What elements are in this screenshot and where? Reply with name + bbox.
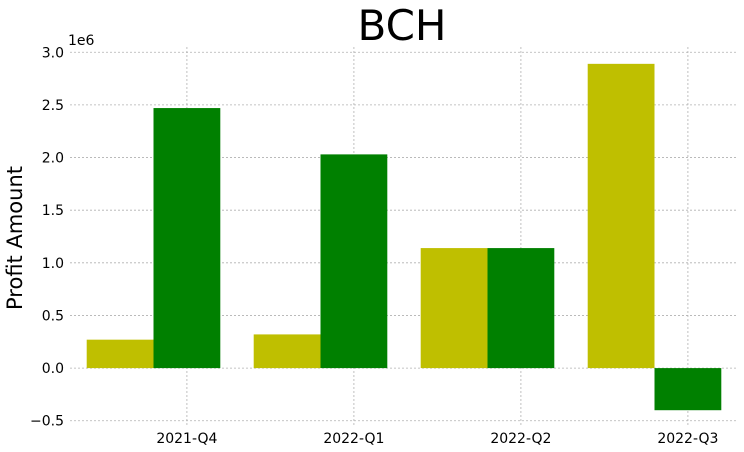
y-tick-label: 0.0	[42, 361, 64, 377]
y-axis-offset-label: 1e6	[68, 33, 95, 49]
y-tick-label: 0.5	[42, 308, 64, 324]
bar-2022-Q3-series-2	[654, 368, 722, 411]
y-tick-label: 2.5	[42, 98, 64, 114]
x-tick-label: 2021-Q4	[156, 431, 217, 447]
y-tick-label: 2.0	[42, 151, 64, 167]
bar-2022-Q1-series-2	[320, 154, 388, 369]
y-tick-label: 1.0	[42, 256, 64, 272]
bar-2022-Q2-series-2	[487, 248, 555, 369]
bar-2022-Q3-series-1	[587, 63, 655, 369]
chart-title: BCH	[358, 1, 447, 50]
bar-2022-Q2-series-1	[420, 248, 488, 369]
y-axis-label: Profit Amount	[3, 166, 27, 310]
y-tick-labels: −0.5 0.0 0.5 1.0 1.5 2.0 2.5 3.0	[30, 45, 64, 429]
bar-2021-Q4-series-2	[153, 108, 221, 369]
x-tick-label: 2022-Q3	[657, 431, 718, 447]
y-tick-label: 3.0	[42, 45, 64, 61]
y-tick-label: −0.5	[30, 414, 64, 430]
bars	[86, 63, 722, 411]
x-tick-label: 2022-Q2	[490, 431, 551, 447]
bar-2021-Q4-series-1	[86, 339, 154, 369]
x-tick-labels: 2021-Q4 2022-Q1 2022-Q2 2022-Q3	[156, 431, 718, 447]
y-tick-label: 1.5	[42, 203, 64, 219]
bar-2022-Q1-series-1	[253, 334, 321, 369]
x-tick-label: 2022-Q1	[323, 431, 384, 447]
